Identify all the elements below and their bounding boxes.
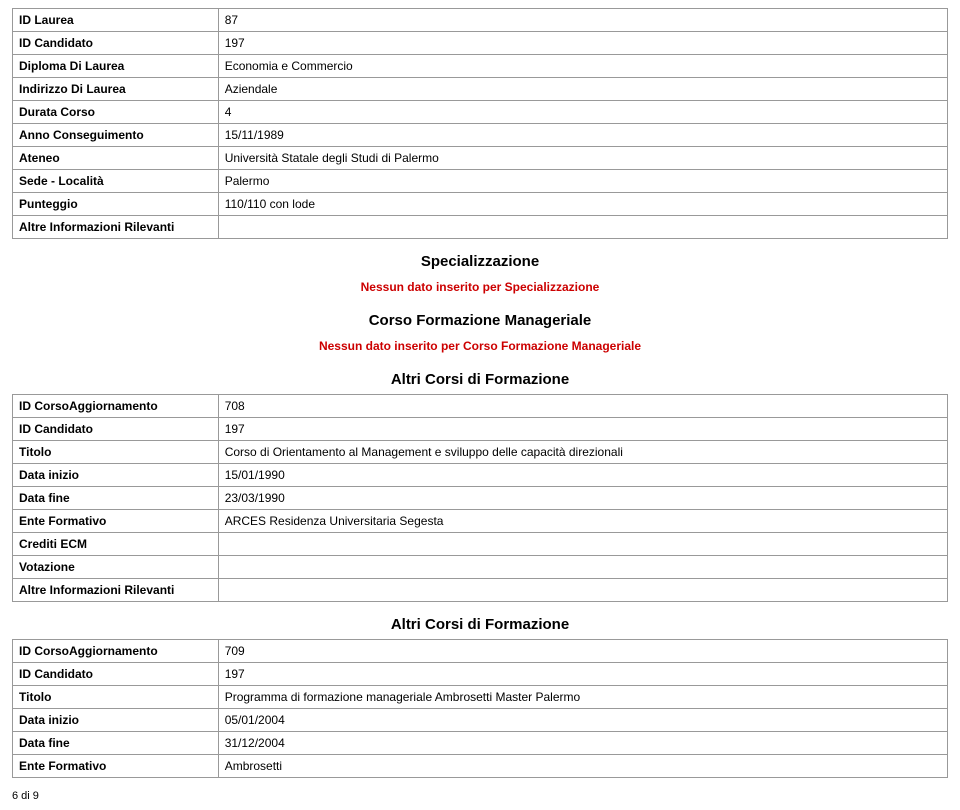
laurea-table: ID Laurea87ID Candidato197Diploma Di Lau…: [12, 8, 948, 239]
row-label: Anno Conseguimento: [13, 124, 219, 147]
row-label: Ente Formativo: [13, 510, 219, 533]
table-row: Data fine31/12/2004: [13, 732, 948, 755]
page-footer: 6 di 9: [12, 782, 948, 802]
row-label: Data fine: [13, 732, 219, 755]
row-label: Ateneo: [13, 147, 219, 170]
row-label: Indirizzo Di Laurea: [13, 78, 219, 101]
row-label: Punteggio: [13, 193, 219, 216]
table-row: ID CorsoAggiornamento708: [13, 395, 948, 418]
row-label: Data fine: [13, 487, 219, 510]
corso-708-tbody: ID CorsoAggiornamento708ID Candidato197T…: [13, 395, 948, 602]
laurea-tbody: ID Laurea87ID Candidato197Diploma Di Lau…: [13, 9, 948, 239]
row-value: Programma di formazione manageriale Ambr…: [218, 686, 947, 709]
table-row: TitoloProgramma di formazione managerial…: [13, 686, 948, 709]
row-label: Titolo: [13, 441, 219, 464]
row-label: Titolo: [13, 686, 219, 709]
section-altri-corsi-2: Altri Corsi di Formazione: [12, 606, 948, 639]
row-value: [218, 533, 947, 556]
table-row: ID Candidato197: [13, 663, 948, 686]
row-label: Diploma Di Laurea: [13, 55, 219, 78]
row-value: 197: [218, 418, 947, 441]
table-row: Ente FormativoAmbrosetti: [13, 755, 948, 778]
row-value: [218, 579, 947, 602]
table-row: Data fine23/03/1990: [13, 487, 948, 510]
table-row: Sede - LocalitàPalermo: [13, 170, 948, 193]
row-value: 110/110 con lode: [218, 193, 947, 216]
row-value: 197: [218, 663, 947, 686]
table-row: Data inizio15/01/1990: [13, 464, 948, 487]
row-value: [218, 216, 947, 239]
table-row: Altre Informazioni Rilevanti: [13, 216, 948, 239]
row-value: 31/12/2004: [218, 732, 947, 755]
table-row: ID CorsoAggiornamento709: [13, 640, 948, 663]
table-row: ID Candidato197: [13, 32, 948, 55]
row-value: Palermo: [218, 170, 947, 193]
table-row: AteneoUniversità Statale degli Studi di …: [13, 147, 948, 170]
row-label: Ente Formativo: [13, 755, 219, 778]
row-value: 87: [218, 9, 947, 32]
row-value: Ambrosetti: [218, 755, 947, 778]
table-row: Punteggio110/110 con lode: [13, 193, 948, 216]
table-row: Data inizio05/01/2004: [13, 709, 948, 732]
row-label: Durata Corso: [13, 101, 219, 124]
row-label: ID CorsoAggiornamento: [13, 395, 219, 418]
row-value: 708: [218, 395, 947, 418]
row-label: Data inizio: [13, 464, 219, 487]
table-row: Altre Informazioni Rilevanti: [13, 579, 948, 602]
note-specializzazione: Nessun dato inserito per Specializzazion…: [12, 276, 948, 302]
row-label: ID Candidato: [13, 663, 219, 686]
table-row: Ente FormativoARCES Residenza Universita…: [13, 510, 948, 533]
row-value: 23/03/1990: [218, 487, 947, 510]
table-row: ID Laurea87: [13, 9, 948, 32]
row-value: Economia e Commercio: [218, 55, 947, 78]
table-row: Crediti ECM: [13, 533, 948, 556]
corso-709-table: ID CorsoAggiornamento709ID Candidato197T…: [12, 639, 948, 778]
table-row: Votazione: [13, 556, 948, 579]
row-label: ID Candidato: [13, 32, 219, 55]
section-specializzazione: Specializzazione: [12, 243, 948, 276]
row-value: 05/01/2004: [218, 709, 947, 732]
table-row: Indirizzo Di LaureaAziendale: [13, 78, 948, 101]
section-altri-corsi-1: Altri Corsi di Formazione: [12, 361, 948, 394]
section-corso-manageriale: Corso Formazione Manageriale: [12, 302, 948, 335]
row-value: 197: [218, 32, 947, 55]
table-row: Durata Corso4: [13, 101, 948, 124]
row-value: Corso di Orientamento al Management e sv…: [218, 441, 947, 464]
row-label: Sede - Località: [13, 170, 219, 193]
row-label: Crediti ECM: [13, 533, 219, 556]
table-row: TitoloCorso di Orientamento al Managemen…: [13, 441, 948, 464]
row-value: 15/01/1990: [218, 464, 947, 487]
row-value: Aziendale: [218, 78, 947, 101]
row-value: 15/11/1989: [218, 124, 947, 147]
row-label: ID Laurea: [13, 9, 219, 32]
row-value: ARCES Residenza Universitaria Segesta: [218, 510, 947, 533]
row-label: Altre Informazioni Rilevanti: [13, 216, 219, 239]
table-row: Diploma Di LaureaEconomia e Commercio: [13, 55, 948, 78]
table-row: Anno Conseguimento15/11/1989: [13, 124, 948, 147]
row-label: Data inizio: [13, 709, 219, 732]
row-value: [218, 556, 947, 579]
corso-709-tbody: ID CorsoAggiornamento709ID Candidato197T…: [13, 640, 948, 778]
table-row: ID Candidato197: [13, 418, 948, 441]
row-label: ID CorsoAggiornamento: [13, 640, 219, 663]
row-label: ID Candidato: [13, 418, 219, 441]
corso-708-table: ID CorsoAggiornamento708ID Candidato197T…: [12, 394, 948, 602]
row-value: Università Statale degli Studi di Palerm…: [218, 147, 947, 170]
row-value: 4: [218, 101, 947, 124]
note-corso-manageriale: Nessun dato inserito per Corso Formazion…: [12, 335, 948, 361]
row-label: Altre Informazioni Rilevanti: [13, 579, 219, 602]
row-value: 709: [218, 640, 947, 663]
row-label: Votazione: [13, 556, 219, 579]
